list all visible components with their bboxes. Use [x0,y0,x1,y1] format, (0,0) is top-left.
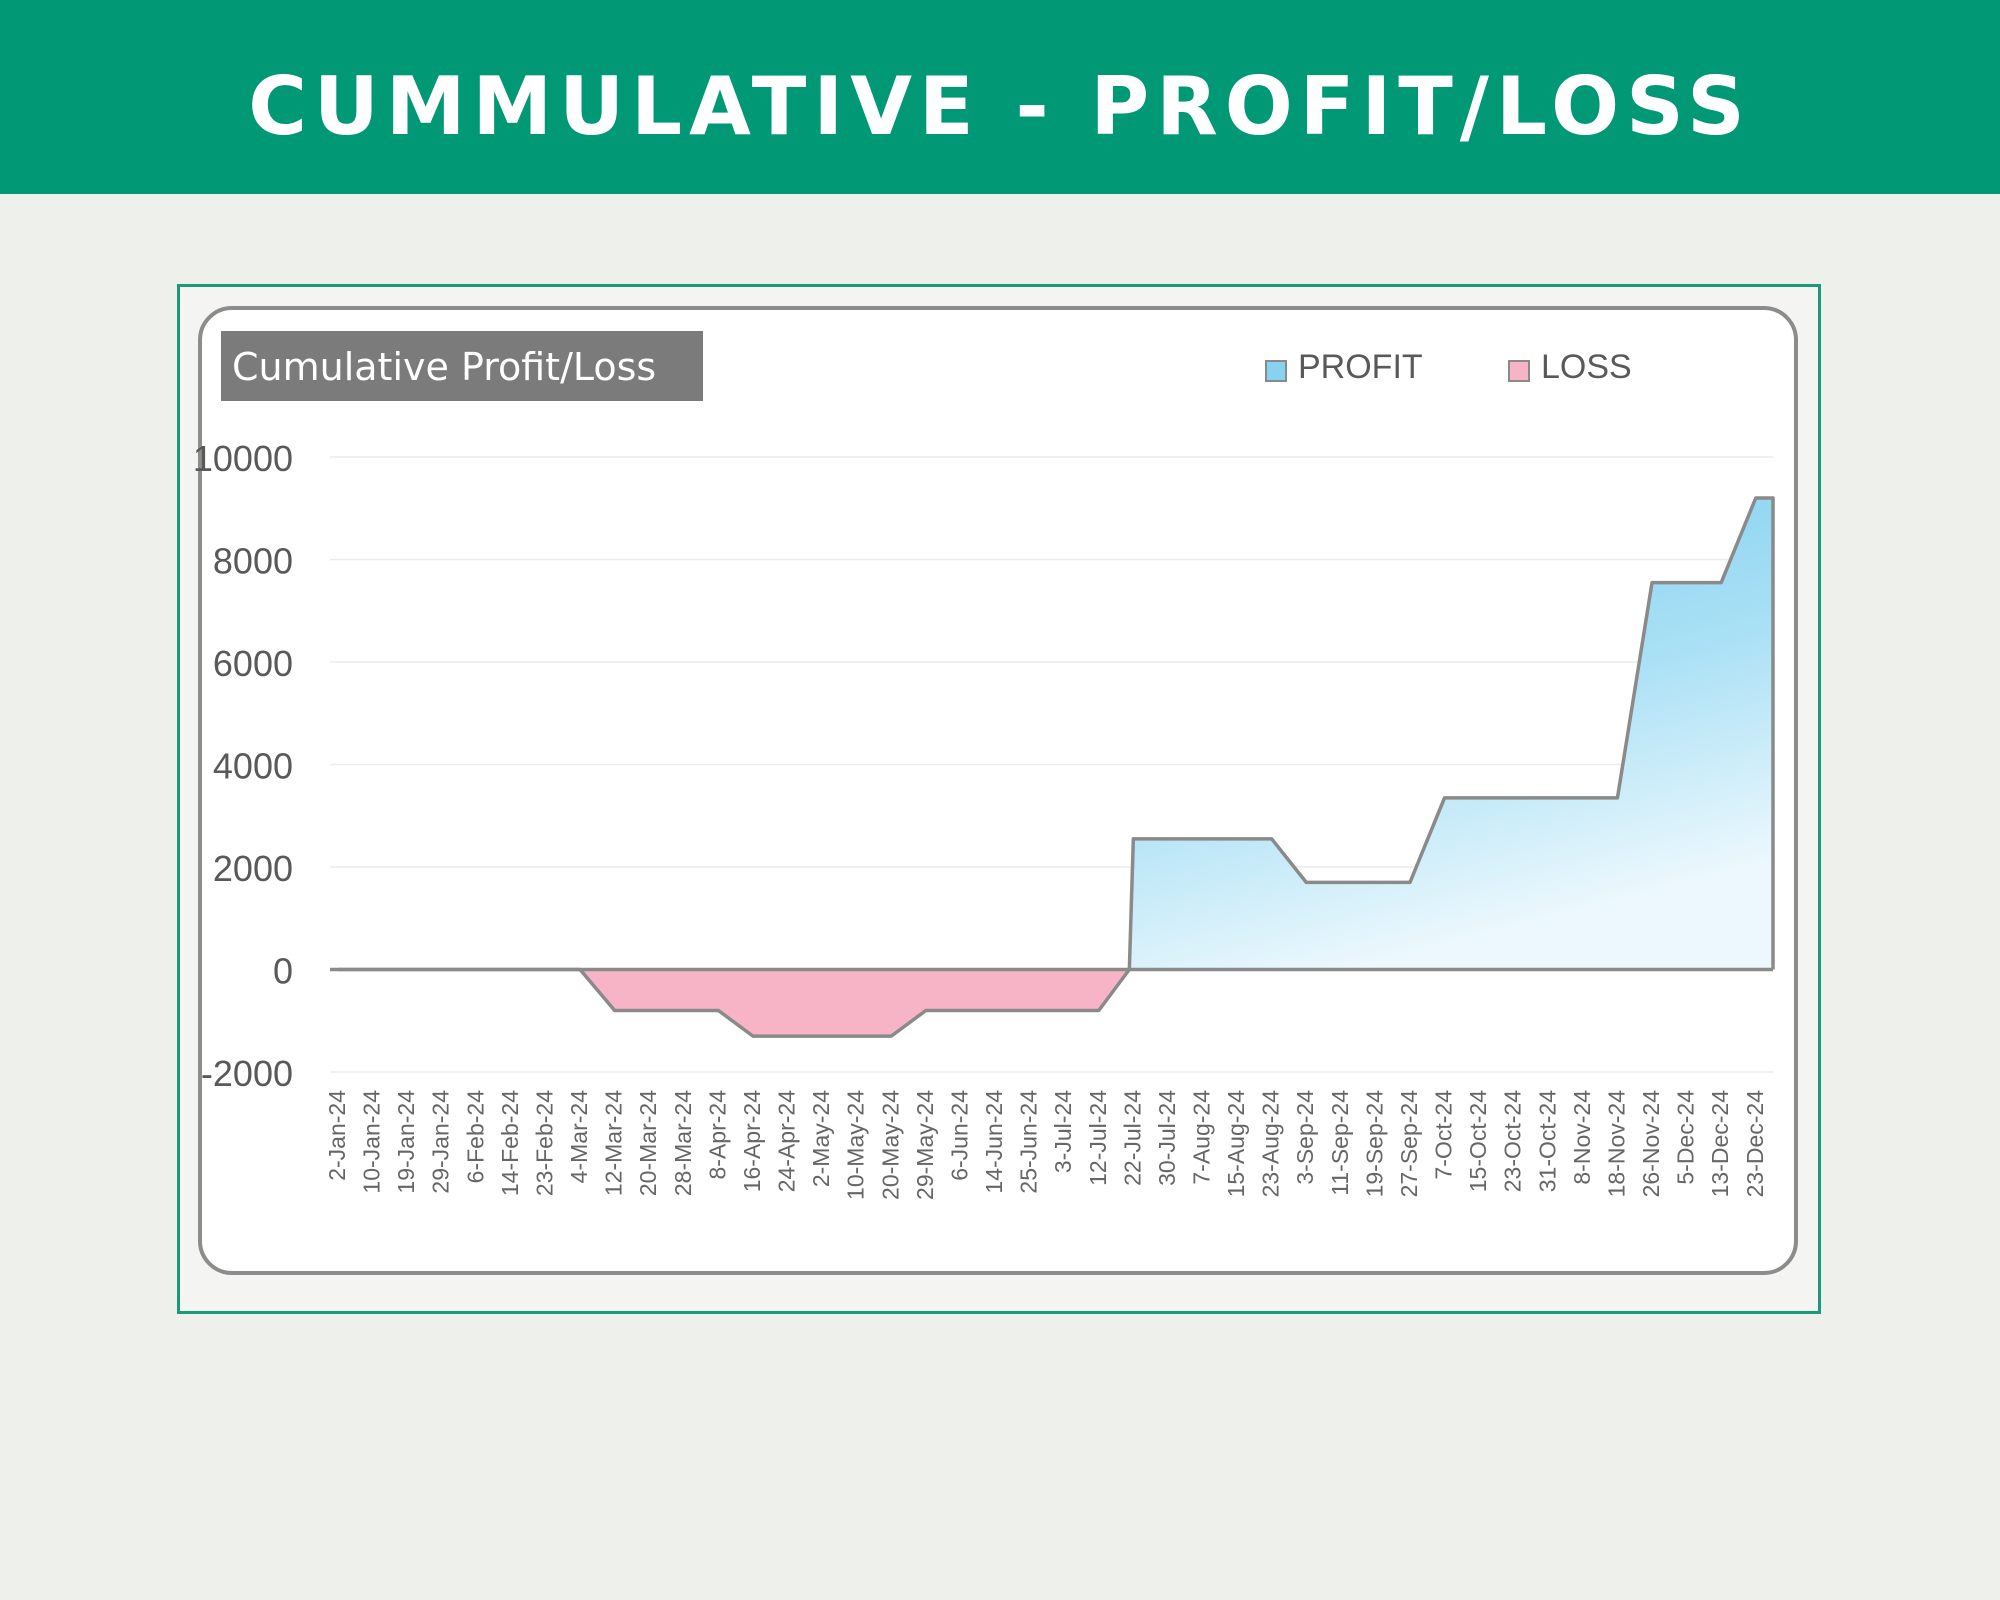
y-tick-label: 10000 [193,438,293,479]
x-tick-label: 14-Feb-24 [497,1090,523,1196]
y-tick-label: -2000 [201,1053,293,1094]
x-tick-label: 24-Apr-24 [774,1090,800,1192]
x-tick-label: 6-Feb-24 [462,1090,488,1184]
x-tick-label: 23-Aug-24 [1258,1090,1284,1198]
x-tick-label: 19-Jan-24 [393,1090,419,1194]
x-tick-label: 3-Jul-24 [1050,1090,1076,1173]
x-tick-label: 23-Oct-24 [1500,1090,1526,1192]
x-tick-label: 8-Nov-24 [1569,1090,1595,1185]
x-tick-label: 13-Dec-24 [1707,1090,1733,1198]
x-tick-label: 29-May-24 [912,1090,938,1200]
x-tick-label: 10-Jan-24 [359,1090,385,1194]
y-tick-label: 8000 [213,541,293,582]
x-tick-label: 11-Sep-24 [1327,1090,1353,1196]
x-tick-label: 15-Aug-24 [1223,1090,1249,1198]
page-title: CUMMULATIVE - PROFIT/LOSS [248,59,1752,153]
chart-title-box [221,331,703,401]
header-banner: CUMMULATIVE - PROFIT/LOSS [0,0,2000,194]
x-tick-label: 7-Oct-24 [1431,1090,1457,1180]
x-tick-label: 25-Jun-24 [1016,1090,1042,1194]
x-tick-label: 19-Sep-24 [1361,1090,1387,1198]
x-tick-label: 2-May-24 [808,1090,834,1187]
y-tick-label: 0 [273,951,293,992]
x-tick-label: 20-May-24 [877,1090,903,1200]
legend: PROFIT LOSS [1265,348,1632,386]
x-tick-label: 23-Feb-24 [531,1090,557,1196]
y-tick-label: 6000 [213,643,293,684]
x-tick-label: 2-Jan-24 [324,1090,350,1181]
x-tick-label: 12-Mar-24 [601,1090,627,1196]
x-tick-label: 31-Oct-24 [1534,1090,1560,1192]
cumulative-line [338,496,1775,1038]
x-tick-label: 29-Jan-24 [428,1090,454,1194]
x-tick-label: 14-Jun-24 [981,1090,1007,1194]
x-tick-label: 30-Jul-24 [1154,1090,1180,1186]
x-tick-label: 16-Apr-24 [739,1090,765,1192]
x-tick-label: 20-Mar-24 [635,1090,661,1196]
legend-swatch-loss [1508,360,1530,382]
x-tick-label: 27-Sep-24 [1396,1090,1422,1198]
x-tick-label: 8-Apr-24 [704,1090,730,1180]
x-tick-label: 5-Dec-24 [1673,1090,1699,1185]
x-tick-label: 22-Jul-24 [1119,1090,1145,1186]
legend-label-loss: LOSS [1541,348,1632,386]
y-tick-label: 2000 [213,848,293,889]
y-tick-label: 4000 [213,746,293,787]
legend-swatch-profit [1265,360,1287,382]
x-tick-label: 3-Sep-24 [1292,1090,1318,1185]
x-tick-label: 7-Aug-24 [1189,1090,1215,1185]
legend-label-profit: PROFIT [1298,348,1423,386]
x-tick-label: 15-Oct-24 [1465,1090,1491,1192]
x-tick-label: 28-Mar-24 [670,1090,696,1196]
x-tick-label: 26-Nov-24 [1638,1090,1664,1198]
chart-title: Cumulative Profit/Loss [232,345,656,389]
x-tick-label: 12-Jul-24 [1085,1090,1111,1186]
profit-area [1129,498,1773,970]
loss-area [580,969,1130,1037]
x-tick-label: 18-Nov-24 [1603,1090,1629,1198]
x-tick-label: 4-Mar-24 [566,1090,592,1184]
chart-card [198,306,1798,1275]
x-tick-label: 10-May-24 [843,1090,869,1200]
x-tick-label: 6-Jun-24 [946,1090,972,1181]
x-tick-label: 23-Dec-24 [1742,1090,1768,1198]
